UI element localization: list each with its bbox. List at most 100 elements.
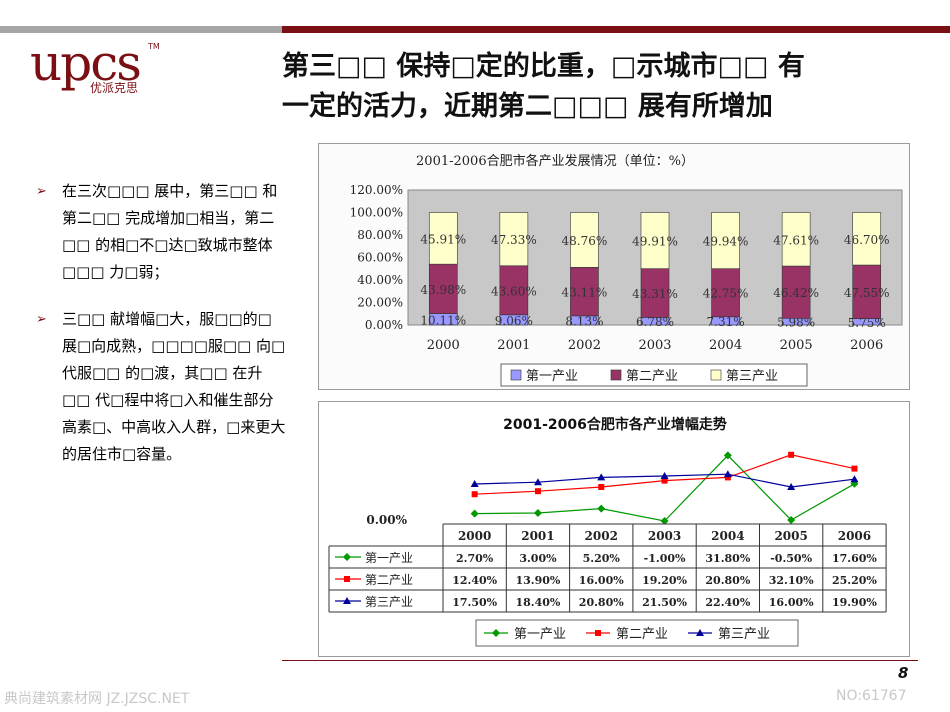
header-gray-bar — [0, 26, 282, 33]
chart1-legend-swatch — [510, 369, 522, 381]
chart2-data-label: 3.00% — [519, 552, 557, 565]
chart2-data-label: 20.80% — [579, 596, 624, 609]
chart2-row-legend-marker — [343, 597, 351, 604]
chart1-bar-segment — [711, 212, 740, 269]
chart2-x-tick-label: 2002 — [585, 529, 618, 543]
chart1-bar-segment — [570, 212, 599, 268]
logo-trademark: TM — [148, 42, 160, 51]
header-red-bar — [282, 26, 950, 33]
chart2-data-label: 17.50% — [452, 596, 497, 609]
chart2-series-line — [474, 454, 855, 522]
chart1-data-label: 46.70% — [844, 233, 890, 247]
chart1-legend-swatch — [610, 369, 622, 381]
chart2-legend: 第一产业 第二产业 第三产业 — [475, 619, 799, 647]
chart2-data-label: -0.50% — [770, 552, 812, 565]
chart1-data-label: 9.06% — [495, 314, 533, 328]
chart2-data-point — [787, 483, 796, 490]
chart2-title: 2001-2006合肥市各产业增幅走势 — [503, 416, 727, 433]
chart1-x-tick-label: 2003 — [638, 338, 671, 353]
chart2-data-label: 25.20% — [832, 574, 877, 587]
chart1-title: 2001-2006合肥市各产业发展情况（单位：%） — [416, 153, 694, 169]
chart2-data-label: 32.10% — [769, 574, 814, 587]
page-number: 8 — [898, 664, 909, 682]
chart1-data-label: 6.78% — [636, 315, 674, 329]
chart1-y-tick-label: 0.00% — [365, 318, 403, 332]
chart2-data-point — [787, 516, 796, 524]
bullet-item-1: ➢ 在三次□□□ 展中，第三□□ 和第二□□ 完成增加□相当，第二□□ 的相□不… — [36, 178, 286, 286]
chart1-bar-segment — [781, 212, 811, 267]
title-line-1: 第三□□ 保持□定的比重，□示城市□□ 有 — [282, 51, 805, 82]
chart2-data-point — [534, 488, 541, 495]
chart1-bar-segment — [428, 212, 458, 265]
bullet-text-2: 三□□ 献增幅□大，服□□的□展□向成熟，□□□□服□□ 向□代服□□ 的□渡，… — [62, 310, 286, 463]
chart2-x-tick-label: 2003 — [648, 529, 681, 543]
chart2-row-legend-marker — [343, 553, 351, 561]
bullet-text-1: 在三次□□□ 展中，第三□□ 和第二□□ 完成增加□相当，第二□□ 的相□不□达… — [62, 182, 278, 281]
chart2-data-label: 20.80% — [705, 574, 750, 587]
chart2-data-label: 2.70% — [456, 552, 494, 565]
chart1-data-label: 42.75% — [703, 287, 749, 301]
chart1-x-tick-label: 2000 — [427, 338, 460, 353]
chart1-bar-segment — [499, 212, 529, 267]
chart2-plot-area — [470, 451, 859, 524]
chart2-data-label: 22.40% — [705, 596, 750, 609]
slide-title: 第三□□ 保持□定的比重，□示城市□□ 有 一定的活力，近期第二□□□ 展有所增… — [282, 47, 932, 127]
chart2-row-legend-marker — [344, 576, 350, 582]
chart2-data-label: 5.20% — [583, 552, 621, 565]
watermark-number: NO:61767 — [836, 688, 907, 704]
chart2-x-tick-label: 2004 — [711, 529, 744, 543]
bullet-item-2: ➢ 三□□ 献增幅□大，服□□的□展□向成熟，□□□□服□□ 向□代服□□ 的□… — [36, 306, 286, 468]
footer-divider — [282, 660, 918, 661]
chart2-data-point — [788, 451, 795, 458]
chart1-data-label: 46.42% — [773, 286, 819, 300]
chart1-x-tick-label: 2002 — [568, 338, 601, 353]
chart2-x-tick-label: 2000 — [458, 529, 491, 543]
chart1-legend: 第一产业 第二产业 第三产业 — [500, 363, 808, 387]
chart1-x-tick-label: 2006 — [850, 338, 883, 353]
chart1-bar-segment — [428, 263, 458, 314]
chart2-data-label: 19.20% — [642, 574, 687, 587]
chart1-x-tick-label: 2001 — [497, 338, 530, 353]
chart2-data-point — [660, 472, 669, 479]
chart2-data-point — [597, 473, 606, 481]
chart1-data-label: 49.91% — [632, 235, 678, 249]
chart2-x-tick-label: 2005 — [774, 529, 807, 543]
chart1-x-tick-label: 2004 — [709, 338, 742, 353]
chart1-data-label: 5.75% — [848, 316, 886, 330]
chart2-legend-label: 第三产业 — [718, 627, 770, 642]
industry-growth-chart: 2001-2006合肥市各产业增幅走势 0.00% 2000 2001 2002 2003… — [318, 401, 910, 657]
chart1-data-label: 49.94% — [703, 235, 749, 249]
chart2-data-label: 16.00% — [769, 596, 814, 609]
chart2-data-label: 18.40% — [515, 596, 560, 609]
chart2-data-label: -1.00% — [644, 552, 686, 565]
chart1-legend-label: 第三产业 — [726, 369, 778, 384]
watermark-site: 典尚建筑素材网 JZ.JZSC.NET — [4, 691, 190, 707]
bullet-arrow-icon: ➢ — [36, 312, 47, 327]
chart2-data-point — [597, 504, 606, 513]
chart2-data-point — [598, 484, 605, 490]
chart1-data-label: 5.98% — [777, 316, 815, 330]
chart2-data-label: 13.90% — [515, 574, 560, 587]
chart2-legend-label: 第二产业 — [616, 627, 668, 642]
chart2-data-point — [533, 478, 542, 486]
chart2-data-point — [723, 470, 732, 478]
chart1-data-label: 43.11% — [562, 286, 608, 300]
chart1-y-tick-label: 40.00% — [357, 273, 403, 287]
chart2-data-point — [850, 479, 859, 488]
chart1-y-tick-label: 20.00% — [357, 296, 403, 310]
chart2-row-label: 第一产业 — [365, 551, 413, 565]
line-chart-svg: 2001-2006合肥市各产业增幅走势 0.00% 2000 2001 2002 2003… — [328, 416, 887, 647]
chart1-legend-label: 第二产业 — [626, 369, 678, 384]
stacked-bar-chart-svg: 2001-2006合肥市各产业发展情况（单位：%） 0.00% 20.00% 40.0… — [350, 153, 903, 387]
chart2-row-label: 第三产业 — [365, 595, 413, 609]
bullet-list: ➢ 在三次□□□ 展中，第三□□ 和第二□□ 完成增加□相当，第二□□ 的相□不… — [36, 178, 286, 488]
chart1-data-label: 47.55% — [844, 286, 890, 300]
chart1-y-tick-label: 120.00% — [350, 183, 403, 197]
chart1-x-tick-label: 2005 — [780, 338, 813, 353]
chart2-x-tick-label: 2006 — [838, 529, 871, 543]
chart1-data-label: 47.61% — [773, 233, 819, 247]
chart2-data-point — [724, 474, 731, 481]
chart1-bar-segment — [711, 268, 740, 318]
bullet-arrow-icon: ➢ — [36, 184, 47, 199]
chart2-data-label: 19.90% — [832, 596, 877, 609]
